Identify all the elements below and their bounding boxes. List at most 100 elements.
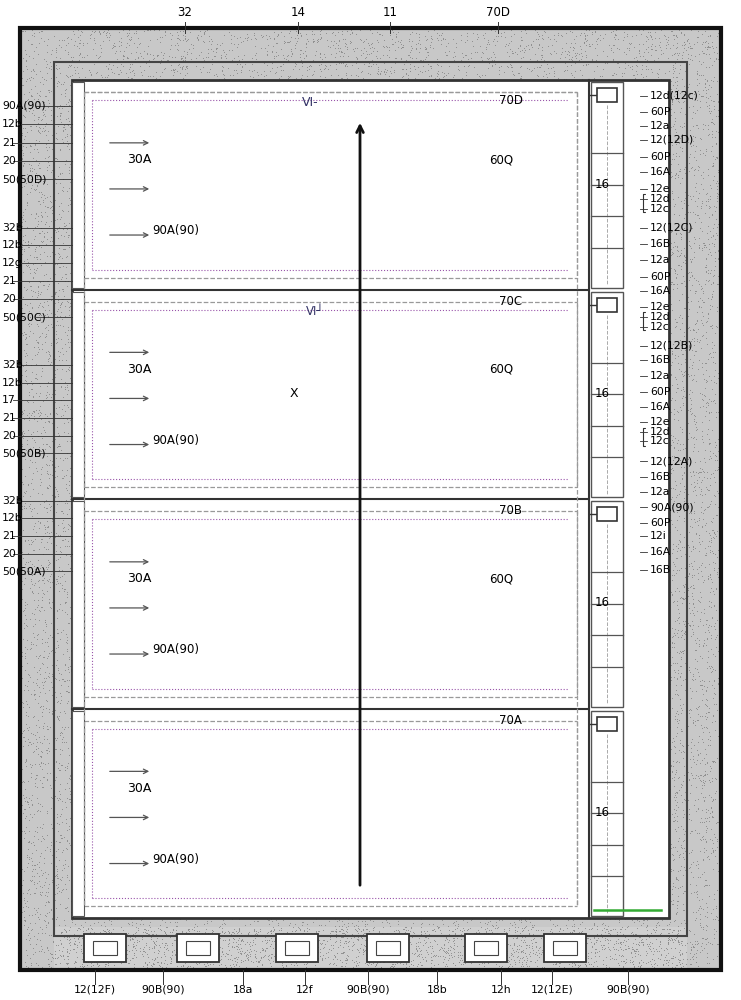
Point xyxy=(590,784,602,800)
Point xyxy=(211,350,223,366)
Point xyxy=(372,651,384,667)
Point xyxy=(704,345,716,361)
Point xyxy=(432,434,444,450)
Point xyxy=(693,29,705,45)
Point xyxy=(210,572,222,588)
Point xyxy=(33,297,44,313)
Point xyxy=(153,585,165,601)
Point xyxy=(628,629,640,645)
Point xyxy=(599,538,611,554)
Point xyxy=(645,147,657,163)
Point xyxy=(137,308,149,324)
Point xyxy=(567,812,579,828)
Point xyxy=(196,428,208,444)
Point xyxy=(704,88,716,104)
Point xyxy=(308,645,319,661)
Point xyxy=(77,948,89,964)
Point xyxy=(386,129,398,145)
Point xyxy=(327,524,339,540)
Point xyxy=(403,296,415,312)
Point xyxy=(532,68,544,84)
Point xyxy=(339,156,351,172)
Point xyxy=(570,387,582,403)
Point xyxy=(280,771,292,787)
Point xyxy=(625,912,637,928)
Point xyxy=(287,625,299,641)
Point xyxy=(630,578,642,594)
Point xyxy=(605,517,617,533)
Point xyxy=(405,81,416,97)
Point xyxy=(555,618,567,634)
Point xyxy=(132,300,144,316)
Text: 12b: 12b xyxy=(2,240,23,250)
Point xyxy=(286,338,298,354)
Point xyxy=(402,910,414,926)
Point xyxy=(527,766,539,782)
Point xyxy=(474,688,486,704)
Point xyxy=(605,654,617,670)
Point xyxy=(235,692,247,708)
Point xyxy=(93,825,105,841)
Point xyxy=(53,246,64,262)
Point xyxy=(412,76,424,92)
Point xyxy=(393,235,405,251)
Point xyxy=(442,148,454,164)
Point xyxy=(135,268,147,284)
Point xyxy=(702,121,714,137)
Point xyxy=(629,888,641,904)
Point xyxy=(627,149,639,165)
Point xyxy=(586,938,598,954)
Point xyxy=(556,950,568,966)
Point xyxy=(594,645,605,661)
Point xyxy=(338,45,350,61)
Point xyxy=(313,120,325,136)
Point xyxy=(698,235,710,251)
Point xyxy=(207,399,219,415)
Point xyxy=(371,883,383,899)
Point xyxy=(387,522,399,538)
Point xyxy=(454,279,466,295)
Point xyxy=(408,717,420,733)
Point xyxy=(262,389,273,405)
Point xyxy=(560,789,572,805)
Point xyxy=(309,708,321,724)
Point xyxy=(359,229,370,245)
Point xyxy=(450,351,462,367)
Point xyxy=(520,956,532,972)
Point xyxy=(89,295,101,311)
Point xyxy=(456,629,468,645)
Point xyxy=(633,601,645,617)
Point xyxy=(615,146,627,162)
Point xyxy=(659,699,671,715)
Point xyxy=(579,420,591,436)
Point xyxy=(365,386,376,402)
Point xyxy=(155,672,167,688)
Point xyxy=(376,207,388,223)
Point xyxy=(134,458,146,474)
Point xyxy=(195,486,207,502)
Point xyxy=(389,146,401,162)
Point xyxy=(353,942,365,958)
Point xyxy=(429,520,441,536)
Point xyxy=(457,718,469,734)
Point xyxy=(496,660,508,676)
Point xyxy=(632,672,644,688)
Point xyxy=(388,425,400,441)
Point xyxy=(162,493,173,509)
Point xyxy=(612,196,624,212)
Point xyxy=(625,250,637,266)
Point xyxy=(509,826,521,842)
Point xyxy=(625,188,637,204)
Point xyxy=(581,469,593,485)
Point xyxy=(665,153,677,169)
Point xyxy=(382,829,393,845)
Point xyxy=(382,460,393,476)
Point xyxy=(88,230,100,246)
Point xyxy=(710,39,722,55)
Point xyxy=(135,367,147,383)
Point xyxy=(120,620,132,636)
Point xyxy=(494,356,505,372)
Point xyxy=(435,394,447,410)
Point xyxy=(388,923,400,939)
Point xyxy=(649,450,661,466)
